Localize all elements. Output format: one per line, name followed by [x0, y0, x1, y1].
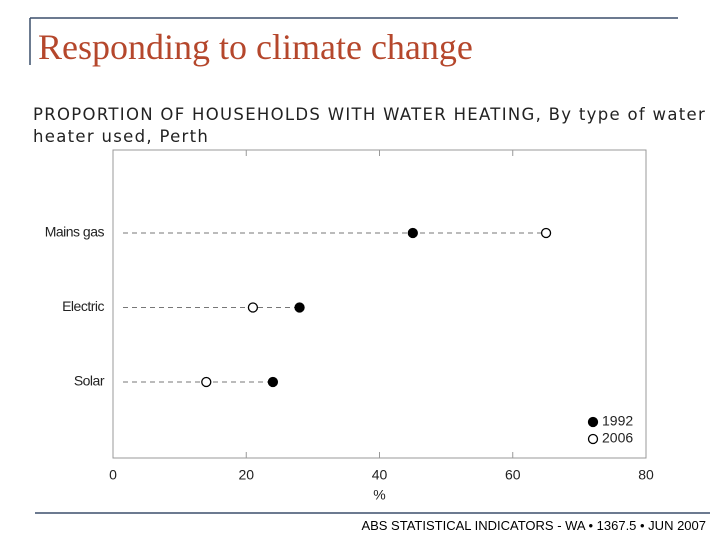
dot	[201, 376, 212, 388]
legend-marker	[587, 433, 599, 445]
y-tick-label: Mains gas	[45, 224, 105, 240]
footer: ABS STATISTICAL INDICATORS - WA • 1367.5…	[361, 518, 706, 533]
dot	[294, 302, 305, 313]
x-tick-label: 40	[372, 467, 388, 483]
x-axis-label: %	[373, 487, 385, 503]
x-tick-label: 60	[505, 467, 521, 483]
legend-marker	[587, 416, 599, 428]
legend-label: 1992	[602, 413, 633, 429]
dot	[540, 227, 552, 239]
plot-frame	[112, 149, 647, 459]
y-tick-label: Solar	[74, 373, 105, 389]
slide-title: Responding to climate change	[38, 27, 473, 67]
x-tick-label: 0	[109, 467, 117, 483]
x-tick-label: 80	[638, 467, 654, 483]
dot	[407, 227, 418, 239]
dot	[247, 302, 259, 313]
chart-title: PROPORTION OF HOUSEHOLDS WITH WATER HEAT…	[33, 105, 707, 146]
dot	[267, 376, 279, 388]
y-tick-label: Electric	[62, 298, 104, 314]
legend-label: 2006	[602, 430, 633, 446]
x-tick-label: 20	[238, 467, 254, 483]
